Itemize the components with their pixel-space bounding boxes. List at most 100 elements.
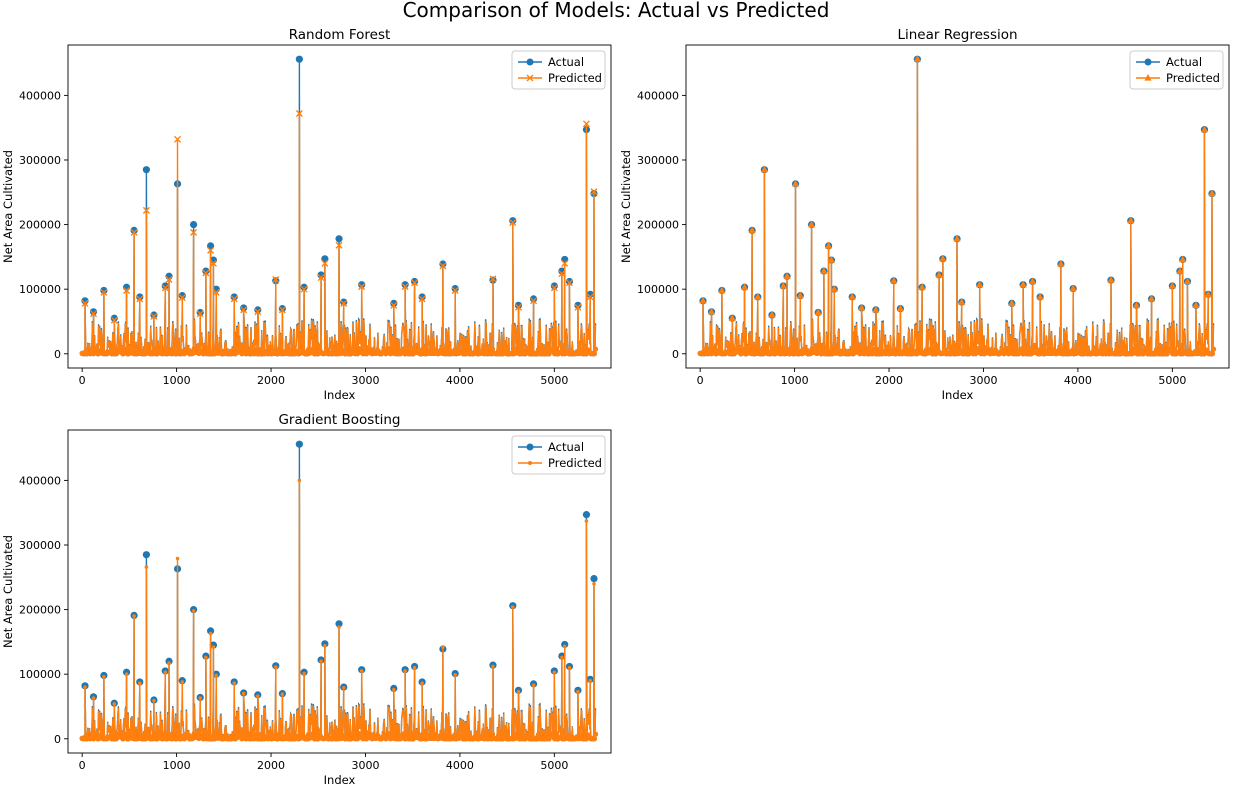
data-point	[204, 655, 208, 660]
x-tick-label: 4000	[446, 374, 474, 387]
chart-1: Linear Regression 0 1000 2000 3000 4000 5000 0 1…	[619, 27, 1230, 402]
base-point	[367, 731, 373, 737]
data-point	[110, 316, 118, 324]
y-axis-label: Net Area Cultivated	[619, 150, 633, 263]
data-point	[890, 276, 898, 284]
data-point	[824, 241, 833, 249]
base-point	[299, 731, 305, 737]
legend-marker	[1144, 58, 1152, 66]
data-point	[130, 228, 138, 236]
data-point	[142, 551, 150, 559]
data-point	[576, 689, 580, 694]
data-point	[272, 276, 280, 283]
figure-suptitle: Comparison of Models: Actual vs Predicte…	[403, 0, 830, 22]
data-point	[191, 609, 196, 613]
data-point	[295, 440, 303, 448]
data-point	[872, 305, 880, 313]
data-point	[211, 645, 216, 649]
data-point	[124, 672, 129, 676]
data-point	[335, 235, 343, 243]
data-point	[1127, 216, 1135, 224]
data-point	[918, 283, 926, 290]
data-point	[273, 665, 278, 669]
legend-marker	[1144, 74, 1152, 81]
base-point	[985, 346, 991, 352]
data-point	[807, 220, 816, 228]
y-tick-label: 0	[54, 348, 61, 361]
data-point	[814, 308, 822, 316]
data-point	[340, 298, 348, 306]
base-point	[367, 346, 373, 352]
data-point	[588, 678, 593, 683]
axes-frame	[67, 429, 612, 754]
data-point	[896, 304, 904, 312]
legend-label: Actual	[548, 440, 584, 454]
data-point	[562, 644, 567, 649]
data-point	[174, 135, 182, 143]
data-point	[240, 304, 248, 312]
data-point	[207, 246, 215, 254]
base-point	[254, 346, 260, 352]
y-tick-label: 200000	[637, 219, 679, 232]
data-point	[196, 308, 204, 317]
data-point	[439, 260, 447, 268]
data-point	[410, 277, 419, 286]
data-point	[530, 297, 538, 305]
base-point	[1209, 351, 1215, 357]
y-axis-label: Net Area Cultivated	[1, 535, 15, 648]
data-point	[317, 271, 325, 279]
data-point	[1036, 292, 1044, 300]
data-point	[510, 605, 515, 609]
data-point	[561, 259, 569, 267]
data-point	[152, 698, 156, 703]
data-point	[150, 311, 158, 319]
data-point	[529, 295, 538, 303]
data-point	[280, 692, 285, 697]
y-tick-label: 300000	[19, 154, 61, 167]
data-point	[401, 283, 409, 291]
y-tick-label: 0	[672, 348, 679, 361]
data-point	[586, 293, 594, 301]
x-tick-label: 1000	[781, 374, 809, 387]
data-point	[142, 166, 150, 174]
data-point	[1168, 281, 1176, 289]
data-point	[590, 574, 598, 583]
data-point	[1179, 255, 1187, 263]
data-point	[230, 293, 238, 301]
data-point	[699, 296, 707, 304]
y-tick-label: 300000	[637, 154, 679, 167]
data-point	[582, 120, 590, 128]
legend: Actual Predicted	[1129, 50, 1224, 90]
data-point	[256, 694, 260, 698]
data-point	[180, 680, 185, 684]
y-tick-label: 100000	[19, 283, 61, 296]
data-point	[830, 285, 838, 292]
data-point	[340, 299, 348, 307]
data-point	[418, 293, 426, 301]
base-point	[1107, 346, 1113, 352]
data-point	[209, 641, 218, 649]
data-point	[827, 256, 836, 263]
x-tick-label: 3000	[351, 759, 379, 772]
data-point	[491, 664, 495, 669]
data-point	[1204, 290, 1212, 297]
base-point	[1101, 346, 1107, 352]
data-point	[935, 270, 943, 278]
data-point	[1208, 189, 1216, 197]
data-point	[1057, 259, 1065, 267]
data-point	[451, 284, 459, 293]
data-point	[768, 311, 776, 318]
x-tick-label: 5000	[1158, 374, 1186, 387]
data-point	[574, 303, 582, 311]
data-point	[165, 276, 173, 283]
data-point	[858, 303, 866, 311]
base-point	[872, 346, 878, 352]
base-point	[1210, 346, 1217, 352]
data-point	[592, 581, 596, 586]
base-point	[592, 731, 599, 737]
base-point	[917, 346, 923, 352]
data-point	[278, 304, 286, 313]
data-point	[240, 306, 248, 314]
data-point	[89, 308, 98, 316]
